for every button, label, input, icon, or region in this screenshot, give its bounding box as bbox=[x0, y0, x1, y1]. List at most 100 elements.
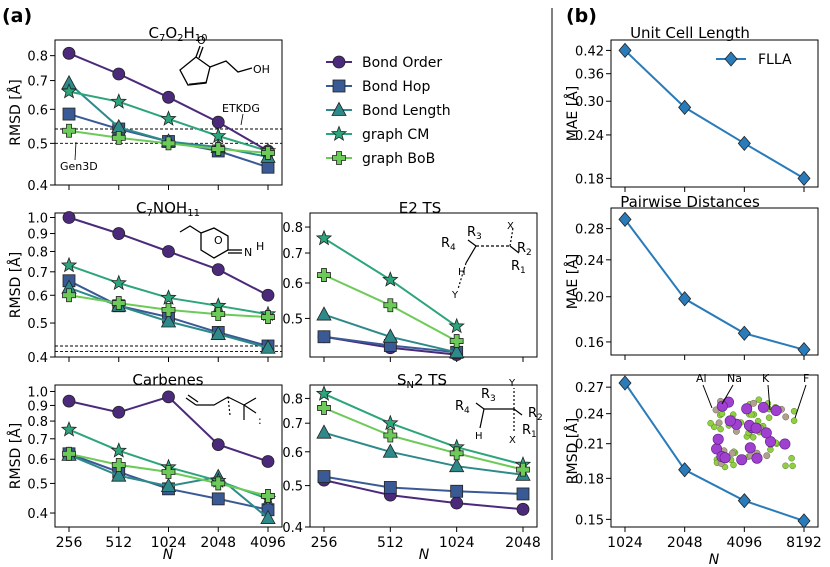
data-point-graph-bob bbox=[317, 401, 331, 415]
legend-marker bbox=[724, 51, 738, 67]
y-tick-label: 0.7 bbox=[282, 247, 303, 262]
x-tick-label: 512 bbox=[105, 535, 132, 551]
y-tick-label: 0.20 bbox=[575, 291, 604, 306]
data-point-graph-cm bbox=[210, 127, 227, 144]
data-point-flla bbox=[797, 170, 811, 186]
atom-k bbox=[757, 401, 769, 413]
y-tick-label: 0.6 bbox=[27, 289, 48, 304]
chart-rmsd-flla: 0.15 0.18 0.21 0.24 0.27 1024 2048 4096 8192 RMSD… bbox=[564, 374, 822, 551]
legend-label-bond-hop: Bond Hop bbox=[362, 79, 430, 95]
data-point-bond-length bbox=[448, 457, 465, 473]
y-tick-label: 0.24 bbox=[575, 254, 604, 269]
x-tick-label: 1024 bbox=[439, 535, 475, 551]
y-tick-label: 0.24 bbox=[575, 408, 604, 423]
atom-al bbox=[782, 413, 790, 421]
data-point-bond-length bbox=[382, 443, 399, 458]
data-point-graph-bob bbox=[516, 462, 530, 477]
data-point-bond-length bbox=[260, 509, 276, 524]
x-tick-label: 256 bbox=[56, 535, 83, 551]
title-carbenes: Carbenes bbox=[132, 371, 203, 389]
xlabel-sn2: N bbox=[419, 547, 430, 563]
series-line-bond-length bbox=[323, 431, 524, 476]
e2-r4: R4 bbox=[441, 236, 456, 253]
y-tick-label: 0.4 bbox=[282, 521, 303, 536]
data-point-bond-order bbox=[211, 115, 225, 129]
legend-marker bbox=[332, 79, 346, 93]
axes-frame bbox=[309, 212, 538, 358]
data-point-graph-bob bbox=[261, 489, 275, 503]
data-point-flla bbox=[737, 135, 751, 151]
data-point-bond-hop bbox=[62, 107, 76, 121]
axes-frame bbox=[610, 207, 819, 356]
y-tick-label: 0.4 bbox=[27, 507, 48, 522]
data-point-flla bbox=[737, 493, 751, 509]
atom-k bbox=[712, 433, 724, 445]
data-point-graph-bob bbox=[211, 476, 226, 491]
series-line-graph-cm bbox=[323, 392, 524, 466]
data-point-bond-length bbox=[260, 339, 276, 354]
sn2-r1: R1 bbox=[522, 423, 537, 440]
series-line-flla bbox=[624, 49, 805, 180]
el-k-label: K bbox=[762, 372, 770, 385]
data-point-bond-order bbox=[162, 245, 175, 258]
element-arrows bbox=[702, 384, 807, 419]
y-tick-label: 1.0 bbox=[27, 212, 48, 227]
data-point-graph-bob bbox=[449, 334, 464, 348]
x-tick-label: 1024 bbox=[607, 535, 643, 551]
xlabel-carbenes: N bbox=[163, 547, 174, 563]
y-tick-label: 0.30 bbox=[575, 95, 604, 110]
y-tick-label: 0.6 bbox=[27, 103, 48, 118]
atom-f bbox=[730, 461, 737, 469]
title-unitcell: Unit Cell Length bbox=[630, 24, 750, 42]
y-tick-label: 0.5 bbox=[282, 312, 303, 327]
chart-carbenes: 0.4 0.5 0.6 0.7 0.80.91.0 256 512 1024 2048 4096 R… bbox=[7, 384, 286, 551]
mol-o-label: O bbox=[197, 34, 206, 47]
chart-e2ts: 0.5 0.6 0.7 0.8 bbox=[282, 212, 538, 362]
data-point-bond-order bbox=[450, 496, 464, 510]
atom-k bbox=[719, 452, 731, 464]
y-tick-label: 0.36 bbox=[575, 68, 604, 83]
data-point-graph-bob bbox=[383, 298, 398, 313]
panel-a-label: (a) bbox=[2, 5, 32, 27]
title-sn2ts: SN2 TS bbox=[397, 371, 447, 391]
y-tick-label: 0.27 bbox=[575, 381, 604, 396]
data-point-graph-cm bbox=[315, 385, 333, 401]
y-tick-label: 0.9 bbox=[27, 228, 48, 243]
atom-f bbox=[765, 414, 773, 421]
y-axis-label: MAE [Å] bbox=[564, 254, 581, 309]
data-point-bond-order bbox=[261, 455, 275, 468]
mol-ring-o-label: O bbox=[214, 234, 223, 247]
data-point-graph-bob bbox=[111, 296, 126, 310]
legend-label-bond-order: Bond Order bbox=[362, 55, 442, 71]
data-point-bond-order bbox=[516, 502, 530, 516]
y-tick-label: 0.8 bbox=[282, 221, 303, 236]
data-point-bond-length bbox=[160, 313, 177, 328]
sn2-y: Y bbox=[508, 378, 516, 389]
y-tick-label: 0.7 bbox=[27, 433, 48, 448]
e2-y: Y bbox=[451, 290, 459, 301]
y-tick-label: 0.8 bbox=[282, 392, 303, 407]
gen3d-label: Gen3D bbox=[60, 160, 98, 173]
e2-r1: R1 bbox=[511, 259, 526, 276]
atom-f bbox=[707, 419, 714, 427]
data-point-graph-cm bbox=[160, 289, 177, 305]
data-point-bond-hop bbox=[383, 481, 397, 494]
data-point-graph-bob bbox=[161, 465, 176, 479]
data-point-bond-length bbox=[316, 424, 332, 439]
data-point-bond-order bbox=[211, 438, 225, 451]
title-pairwise: Pairwise Distances bbox=[620, 193, 760, 211]
data-point-graph-cm bbox=[448, 317, 465, 334]
legend-panel-b: FLLA bbox=[716, 51, 792, 68]
data-point-bond-length bbox=[316, 306, 332, 321]
data-point-graph-bob bbox=[111, 457, 126, 472]
data-point-bond-length bbox=[160, 477, 177, 493]
legend-label-graph-bob: graph BoB bbox=[362, 151, 435, 167]
series-line-bond-hop bbox=[323, 475, 524, 495]
data-point-bond-order bbox=[112, 227, 126, 240]
data-point-graph-bob bbox=[261, 146, 275, 160]
atom-al bbox=[763, 452, 771, 460]
data-point-graph-cm bbox=[382, 271, 399, 287]
data-point-graph-cm bbox=[110, 442, 127, 458]
data-point-flla bbox=[737, 325, 751, 341]
